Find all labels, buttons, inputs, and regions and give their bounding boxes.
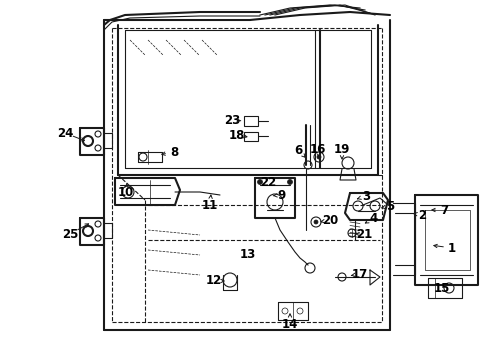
Text: 15: 15 <box>434 282 450 294</box>
Text: 13: 13 <box>240 248 256 261</box>
Text: 23: 23 <box>224 113 240 126</box>
Text: 17: 17 <box>352 267 368 280</box>
Bar <box>244 116 258 126</box>
Text: 1: 1 <box>448 242 456 255</box>
Circle shape <box>314 220 318 224</box>
Circle shape <box>288 180 293 185</box>
Text: 2: 2 <box>418 208 426 221</box>
Text: 20: 20 <box>322 213 338 226</box>
Text: 11: 11 <box>202 198 218 212</box>
Text: 4: 4 <box>370 212 378 225</box>
Text: 18: 18 <box>229 129 245 141</box>
Text: 16: 16 <box>310 143 326 156</box>
Text: 5: 5 <box>386 199 394 212</box>
Text: 3: 3 <box>362 189 370 202</box>
Text: 25: 25 <box>62 228 78 240</box>
Text: 19: 19 <box>334 143 350 156</box>
Text: 8: 8 <box>170 145 178 158</box>
Bar <box>244 132 258 141</box>
Text: 24: 24 <box>57 126 73 140</box>
Text: 22: 22 <box>260 176 276 189</box>
Text: 14: 14 <box>282 318 298 330</box>
Text: 9: 9 <box>278 189 286 202</box>
Text: 12: 12 <box>206 274 222 288</box>
Text: 10: 10 <box>118 185 134 198</box>
Circle shape <box>258 180 263 185</box>
Text: 6: 6 <box>294 144 302 157</box>
Text: 7: 7 <box>440 203 448 216</box>
Circle shape <box>317 155 321 159</box>
Text: 21: 21 <box>356 228 372 240</box>
